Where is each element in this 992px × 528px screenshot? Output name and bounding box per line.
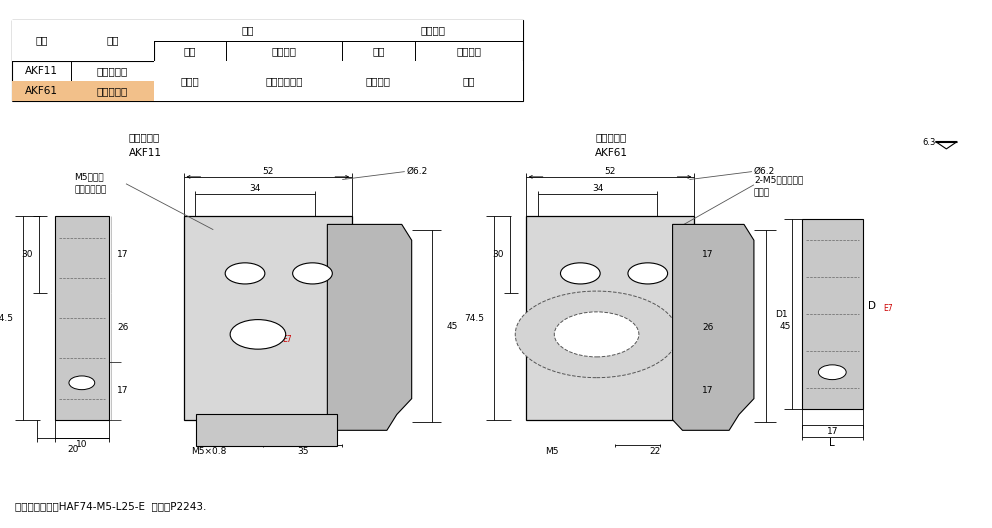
Text: 45: 45 — [446, 322, 457, 331]
Circle shape — [560, 263, 600, 284]
Text: 52: 52 — [604, 167, 616, 176]
Text: L: L — [829, 438, 835, 448]
Bar — [196, 414, 337, 446]
Text: 铝合金: 铝合金 — [181, 76, 199, 86]
Circle shape — [628, 263, 668, 284]
Bar — [154, 61, 523, 101]
Text: 圆柱头螺钉用: 圆柱头螺钉用 — [74, 185, 107, 195]
Text: 黑色阳极氧化: 黑色阳极氧化 — [266, 76, 303, 86]
Text: 34: 34 — [592, 184, 603, 193]
Bar — [342, 20, 523, 41]
Text: 52: 52 — [262, 167, 274, 176]
Text: 标准把手型: 标准把手型 — [97, 66, 128, 76]
Circle shape — [69, 376, 95, 390]
Text: 17: 17 — [702, 386, 714, 395]
Text: 45: 45 — [780, 322, 791, 331]
Bar — [12, 81, 154, 101]
Text: 22: 22 — [649, 447, 661, 456]
Circle shape — [515, 291, 678, 378]
Text: 17: 17 — [702, 250, 714, 259]
Circle shape — [555, 312, 639, 357]
Text: AKF11: AKF11 — [129, 148, 162, 158]
Text: 代码: 代码 — [36, 35, 48, 45]
Text: 带座轴承型: 带座轴承型 — [97, 86, 128, 96]
Text: 35: 35 — [297, 447, 309, 456]
Bar — [155, 81, 522, 101]
Circle shape — [293, 263, 332, 284]
Text: M5: M5 — [546, 447, 559, 456]
Text: AKF61: AKF61 — [25, 86, 59, 96]
Text: 30: 30 — [21, 250, 33, 259]
Text: AKF61: AKF61 — [595, 148, 628, 158]
Text: 20: 20 — [67, 445, 78, 455]
Text: 锌压铸件: 锌压铸件 — [366, 76, 391, 86]
Text: 17: 17 — [117, 250, 129, 259]
Bar — [802, 219, 863, 409]
Text: 带座轴承型: 带座轴承型 — [595, 133, 627, 142]
Text: Ø6.2: Ø6.2 — [754, 167, 775, 176]
Text: 表面处理: 表面处理 — [456, 46, 481, 55]
Bar — [154, 20, 342, 41]
Text: 17: 17 — [117, 386, 129, 395]
Text: D: D — [868, 301, 876, 311]
Text: D: D — [268, 332, 276, 342]
Bar — [55, 216, 109, 420]
Text: D1: D1 — [776, 309, 788, 319]
Text: 2-M5内六角螺钉: 2-M5内六角螺钉 — [754, 175, 804, 184]
Text: 6.3: 6.3 — [923, 138, 935, 147]
Text: 30: 30 — [492, 250, 504, 259]
Circle shape — [230, 319, 286, 349]
Text: 26: 26 — [117, 323, 128, 332]
Text: 喷塑: 喷塑 — [462, 76, 475, 86]
Text: 表面处理: 表面处理 — [272, 46, 297, 55]
Text: 材质: 材质 — [372, 46, 385, 55]
Text: 10: 10 — [76, 440, 87, 449]
Bar — [526, 216, 694, 420]
Text: 用沉孔: 用沉孔 — [754, 188, 770, 197]
Polygon shape — [327, 224, 412, 430]
Text: Ø6.2: Ø6.2 — [407, 167, 428, 176]
Text: 17: 17 — [826, 427, 838, 436]
Text: 材质: 材质 — [184, 46, 196, 55]
Circle shape — [225, 263, 265, 284]
Text: 74.5: 74.5 — [464, 314, 484, 323]
Text: 把手主体: 把手主体 — [420, 25, 445, 35]
Text: 类型: 类型 — [106, 35, 119, 45]
Bar — [12, 20, 523, 101]
Bar — [184, 216, 352, 420]
Text: 26: 26 — [702, 323, 713, 332]
Bar — [12, 20, 154, 61]
Text: E7: E7 — [883, 304, 893, 314]
Text: 74.5: 74.5 — [0, 314, 13, 323]
Text: 标准把手型: 标准把手型 — [129, 133, 161, 142]
Polygon shape — [673, 224, 754, 430]
Text: 夹紧把手型号为HAF74-M5-L25-E  详细见P2243.: 夹紧把手型号为HAF74-M5-L25-E 详细见P2243. — [15, 501, 206, 511]
Text: E7: E7 — [283, 335, 293, 344]
Circle shape — [818, 365, 846, 380]
Text: AKF11: AKF11 — [25, 66, 59, 76]
Text: M5×0.8: M5×0.8 — [190, 447, 226, 456]
Text: 主体: 主体 — [242, 25, 254, 35]
Text: M5内六角: M5内六角 — [74, 172, 104, 182]
Text: 34: 34 — [250, 184, 261, 193]
